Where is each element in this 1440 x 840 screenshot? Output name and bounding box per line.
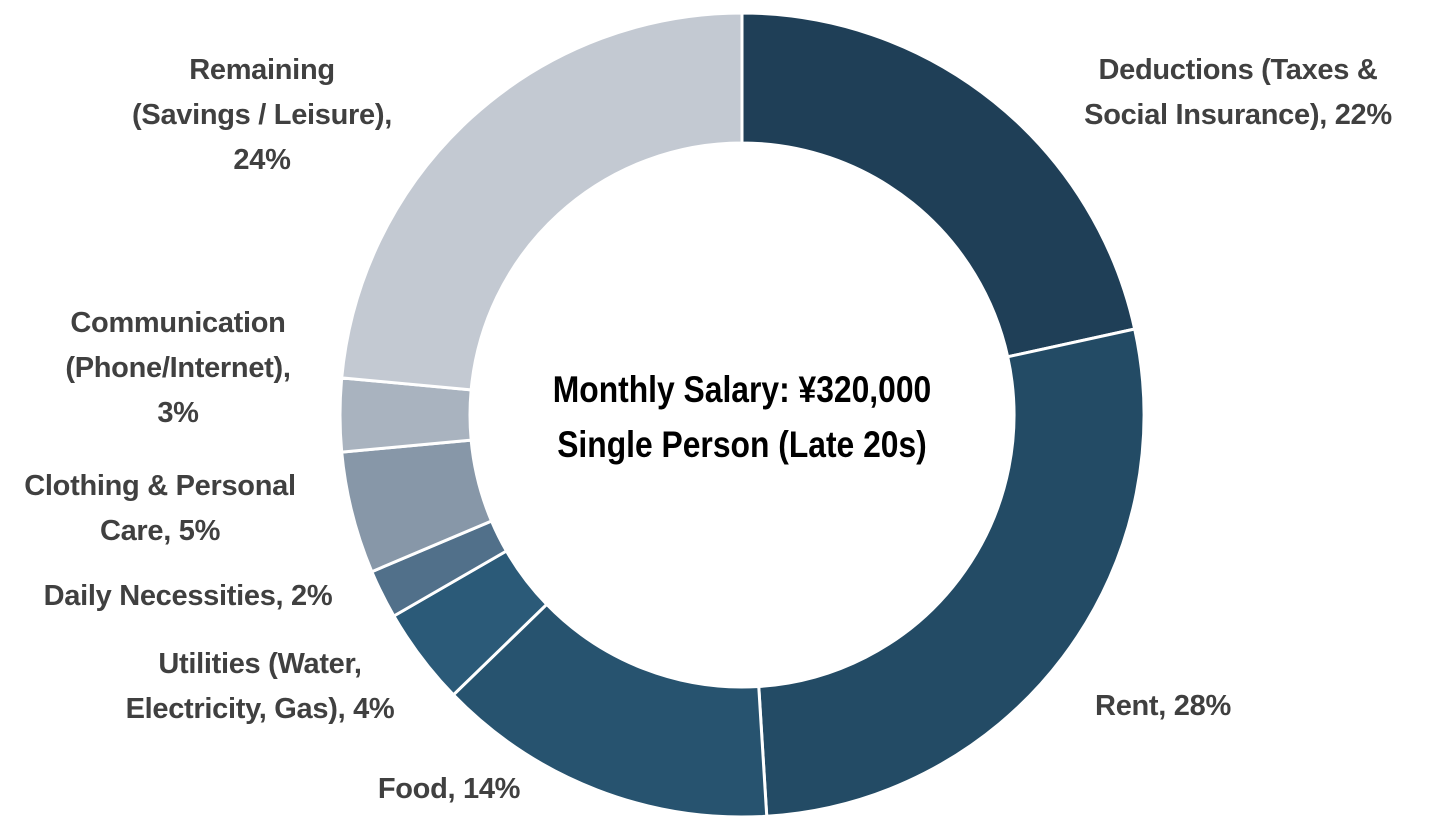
data-label-line: 24% bbox=[233, 144, 291, 176]
data-label-line: Clothing & Personal bbox=[24, 470, 296, 502]
data-label-line: Utilities (Water, bbox=[158, 648, 362, 680]
data-label-line: Rent, 28% bbox=[1095, 690, 1231, 722]
data-label-line: Electricity, Gas), 4% bbox=[125, 693, 395, 725]
data-label-line: (Phone/Internet), bbox=[65, 352, 291, 384]
data-label-line: Social Insurance), 22% bbox=[1084, 99, 1392, 131]
data-label-line: Remaining bbox=[189, 54, 335, 86]
data-label: Daily Necessities, 2% bbox=[44, 574, 333, 619]
data-label-line: Care, 5% bbox=[99, 515, 221, 547]
data-label-line: Deductions (Taxes & bbox=[1098, 54, 1378, 86]
data-label-line: Food, 14% bbox=[377, 773, 521, 805]
slice-deductions-taxes-social-insurance bbox=[740, 11, 1137, 359]
data-label-line: Communication bbox=[70, 307, 286, 339]
data-label: Clothing & Personal Care, 5% bbox=[24, 464, 296, 554]
data-label: Communication (Phone/Internet), 3% bbox=[65, 301, 291, 436]
data-label-line: (Savings / Leisure), bbox=[132, 99, 392, 131]
data-label: Rent, 28% bbox=[1095, 684, 1231, 729]
data-label-line: 3% bbox=[157, 397, 199, 429]
center-text-line: Monthly Salary: ¥320,000 bbox=[552, 369, 932, 410]
data-label: Deductions (Taxes & Social Insurance), 22… bbox=[1084, 48, 1392, 138]
data-label: Utilities (Water, Electricity, Gas), 4% bbox=[126, 642, 395, 732]
center-text: Monthly Salary: ¥320,000 Single Person (… bbox=[522, 362, 962, 472]
data-label: Remaining (Savings / Leisure), 24% bbox=[132, 48, 392, 183]
slice-rent bbox=[757, 327, 1146, 818]
data-label: Food, 14% bbox=[377, 767, 521, 812]
center-text-line: Single Person (Late 20s) bbox=[557, 424, 927, 465]
data-label-line: Daily Necessities, 2% bbox=[43, 580, 333, 612]
slice-remaining-savings-leisure bbox=[340, 11, 744, 392]
